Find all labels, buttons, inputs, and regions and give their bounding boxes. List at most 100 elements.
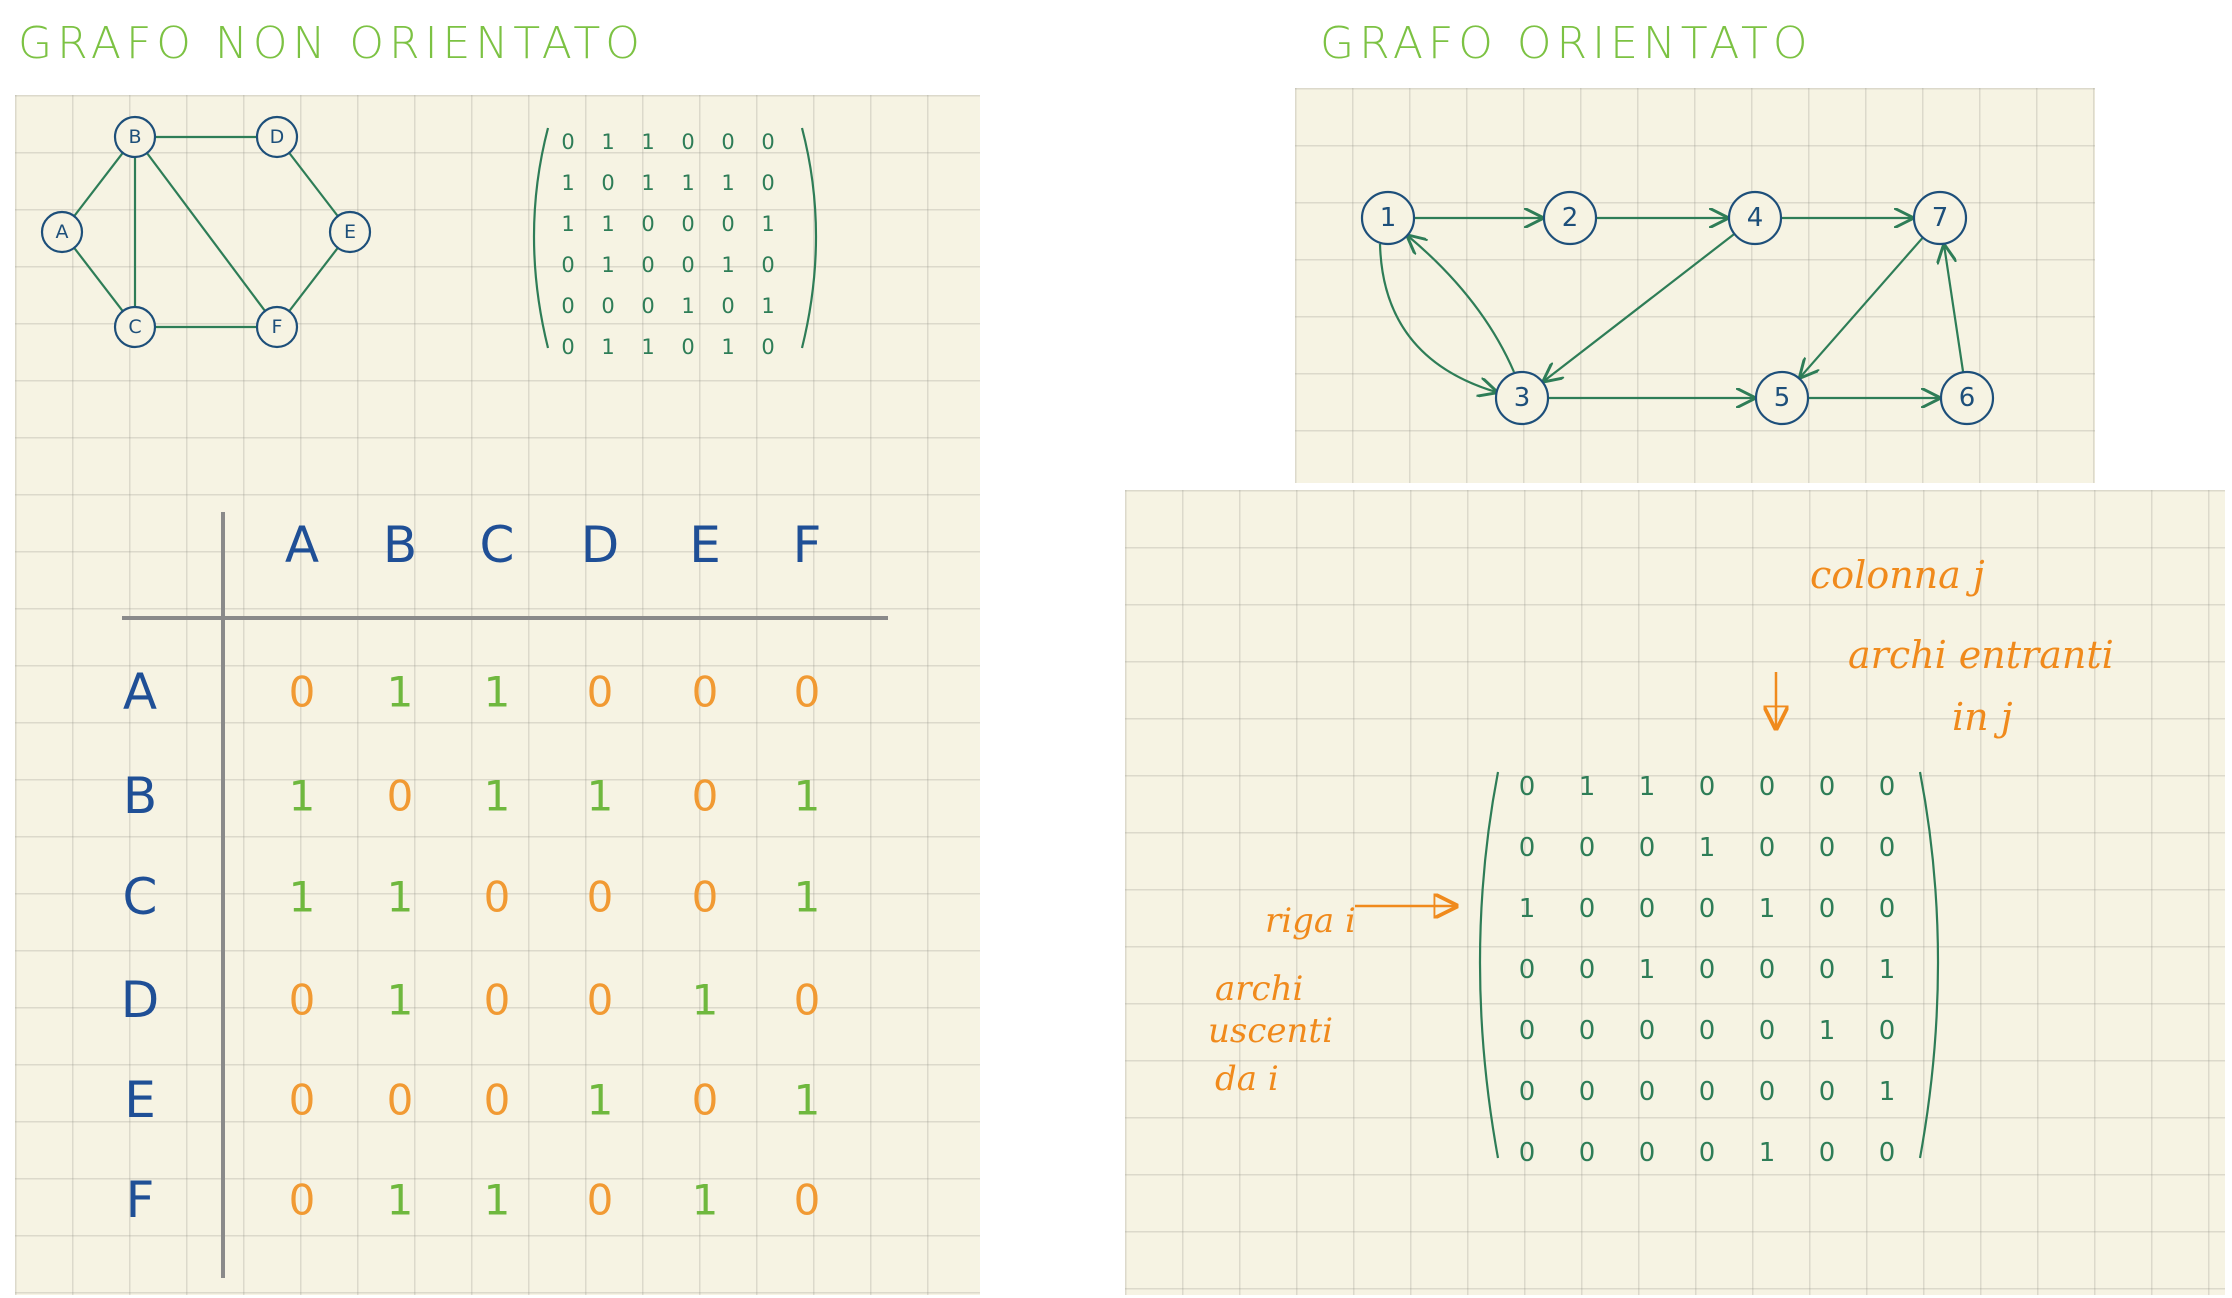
right-bottom-grid-paper bbox=[1125, 490, 2225, 1295]
svg-text:F: F bbox=[272, 316, 283, 338]
graph-node-1: 1 bbox=[1360, 190, 1416, 246]
small-matrix-cell: 0 bbox=[681, 212, 694, 236]
directed-matrix-cell: 0 bbox=[1879, 772, 1896, 802]
directed-adjacency-matrix: 0 1 1 0 0 0 0 0 0 0 1 0 0 0 1 0 0 0 1 0 0 0 0 1 0 0 0 1 0 0 0 0 0 1 0 0 0 0 0 0… bbox=[1478, 771, 1940, 1168]
small-matrix-cell: 1 bbox=[601, 212, 614, 236]
directed-matrix-cell: 0 bbox=[1759, 1016, 1776, 1046]
small-matrix-cell: 0 bbox=[601, 294, 614, 318]
table-cell: 1 bbox=[387, 873, 414, 922]
undirected-graph: A B C D E F bbox=[40, 115, 372, 349]
directed-edge bbox=[1408, 236, 1516, 373]
table-cell: 1 bbox=[484, 1176, 511, 1225]
table-col-header: D bbox=[581, 516, 620, 574]
small-matrix-cell: 1 bbox=[641, 335, 654, 359]
directed-matrix-cell: 0 bbox=[1819, 955, 1836, 985]
table-row-header: B bbox=[123, 767, 157, 825]
small-matrix-cell: 0 bbox=[681, 130, 694, 154]
small-matrix-cell: 0 bbox=[641, 253, 654, 277]
directed-edge bbox=[1800, 236, 1924, 377]
directed-edge bbox=[1544, 233, 1736, 381]
directed-matrix-cell: 0 bbox=[1519, 1138, 1536, 1168]
small-matrix-cell: 0 bbox=[561, 335, 574, 359]
note-edges: archi bbox=[1215, 969, 1303, 1009]
graph-node-5: 5 bbox=[1754, 370, 1810, 426]
note-from-i: da i bbox=[1215, 1059, 1279, 1099]
directed-matrix-cell: 0 bbox=[1579, 894, 1596, 924]
small-matrix-cell: 0 bbox=[681, 335, 694, 359]
matrix-bracket-right bbox=[800, 127, 818, 349]
table-cell: 1 bbox=[387, 976, 414, 1025]
matrix-annotations: colonna j archi entranti in j riga i archius… bbox=[1208, 553, 2114, 1099]
directed-edge bbox=[1944, 246, 1965, 373]
svg-text:A: A bbox=[56, 221, 69, 243]
svg-text:2: 2 bbox=[1562, 203, 1579, 233]
directed-matrix-cell: 0 bbox=[1639, 894, 1656, 924]
directed-edge bbox=[1378, 243, 1496, 392]
directed-matrix-cell: 0 bbox=[1639, 833, 1656, 863]
small-matrix-cell: 0 bbox=[761, 130, 774, 154]
small-matrix-cell: 1 bbox=[641, 171, 654, 195]
matrix-bracket-left bbox=[1478, 771, 1500, 1159]
directed-matrix-cell: 0 bbox=[1519, 833, 1536, 863]
directed-matrix-cell: 0 bbox=[1639, 1077, 1656, 1107]
directed-matrix-cell: 0 bbox=[1579, 955, 1596, 985]
directed-matrix-cell: 0 bbox=[1579, 1138, 1596, 1168]
table-cell: 0 bbox=[289, 668, 316, 717]
directed-matrix-cell: 1 bbox=[1879, 1077, 1896, 1107]
directed-matrix-cell: 0 bbox=[1699, 1138, 1716, 1168]
small-matrix-cell: 0 bbox=[721, 212, 734, 236]
table-cell: 1 bbox=[289, 772, 316, 821]
graph-node-a: A bbox=[40, 210, 84, 254]
small-matrix-cell: 1 bbox=[561, 171, 574, 195]
directed-matrix-cell: 1 bbox=[1699, 833, 1716, 863]
table-row-header: C bbox=[123, 868, 158, 926]
svg-text:5: 5 bbox=[1774, 383, 1791, 413]
table-cell: 1 bbox=[289, 873, 316, 922]
table-cell: 0 bbox=[587, 873, 614, 922]
directed-matrix-cell: 0 bbox=[1879, 1138, 1896, 1168]
table-cell: 1 bbox=[692, 1176, 719, 1225]
directed-matrix-cell: 1 bbox=[1579, 772, 1596, 802]
table-cell: 1 bbox=[794, 873, 821, 922]
directed-matrix-cell: 0 bbox=[1759, 955, 1776, 985]
directed-matrix-cell: 0 bbox=[1579, 1077, 1596, 1107]
directed-matrix-cell: 0 bbox=[1699, 1016, 1716, 1046]
small-matrix-cell: 1 bbox=[761, 212, 774, 236]
directed-matrix-cell: 0 bbox=[1639, 1138, 1656, 1168]
small-matrix-cell: 0 bbox=[721, 294, 734, 318]
graph-node-f: F bbox=[255, 305, 299, 349]
directed-matrix-cell: 1 bbox=[1879, 955, 1896, 985]
note-incoming-edges: archi entranti bbox=[1848, 633, 2114, 677]
table-cell: 0 bbox=[484, 873, 511, 922]
table-cell: 1 bbox=[387, 1176, 414, 1225]
directed-matrix-cell: 0 bbox=[1699, 955, 1716, 985]
directed-matrix-cell: 0 bbox=[1879, 833, 1896, 863]
small-matrix-cell: 1 bbox=[721, 253, 734, 277]
directed-graph-title: GRAFO ORIENTATO bbox=[1320, 18, 1813, 69]
table-cell: 1 bbox=[587, 1076, 614, 1125]
table-cell: 0 bbox=[794, 976, 821, 1025]
table-col-header: C bbox=[480, 516, 515, 574]
table-cell: 0 bbox=[692, 1076, 719, 1125]
table-row-header: A bbox=[123, 663, 157, 721]
graph-node-e: E bbox=[328, 210, 372, 254]
table-cell: 1 bbox=[587, 772, 614, 821]
directed-matrix-cell: 0 bbox=[1519, 1016, 1536, 1046]
table-cell: 1 bbox=[794, 1076, 821, 1125]
table-col-header: E bbox=[689, 516, 721, 574]
small-matrix-cell: 0 bbox=[761, 253, 774, 277]
directed-matrix-cell: 0 bbox=[1819, 772, 1836, 802]
table-cell: 0 bbox=[587, 1176, 614, 1225]
table-cell: 0 bbox=[484, 1076, 511, 1125]
directed-matrix-cell: 0 bbox=[1759, 1077, 1776, 1107]
directed-matrix-cell: 1 bbox=[1819, 1016, 1836, 1046]
directed-matrix-cell: 0 bbox=[1819, 833, 1836, 863]
undirected-edge bbox=[134, 136, 278, 328]
directed-matrix-cell: 1 bbox=[1519, 894, 1536, 924]
graph-node-7: 7 bbox=[1912, 190, 1968, 246]
directed-matrix-cell: 0 bbox=[1819, 894, 1836, 924]
table-cell: 1 bbox=[692, 976, 719, 1025]
directed-matrix-cell: 0 bbox=[1699, 772, 1716, 802]
table-cell: 0 bbox=[587, 976, 614, 1025]
small-matrix-cell: 1 bbox=[681, 171, 694, 195]
